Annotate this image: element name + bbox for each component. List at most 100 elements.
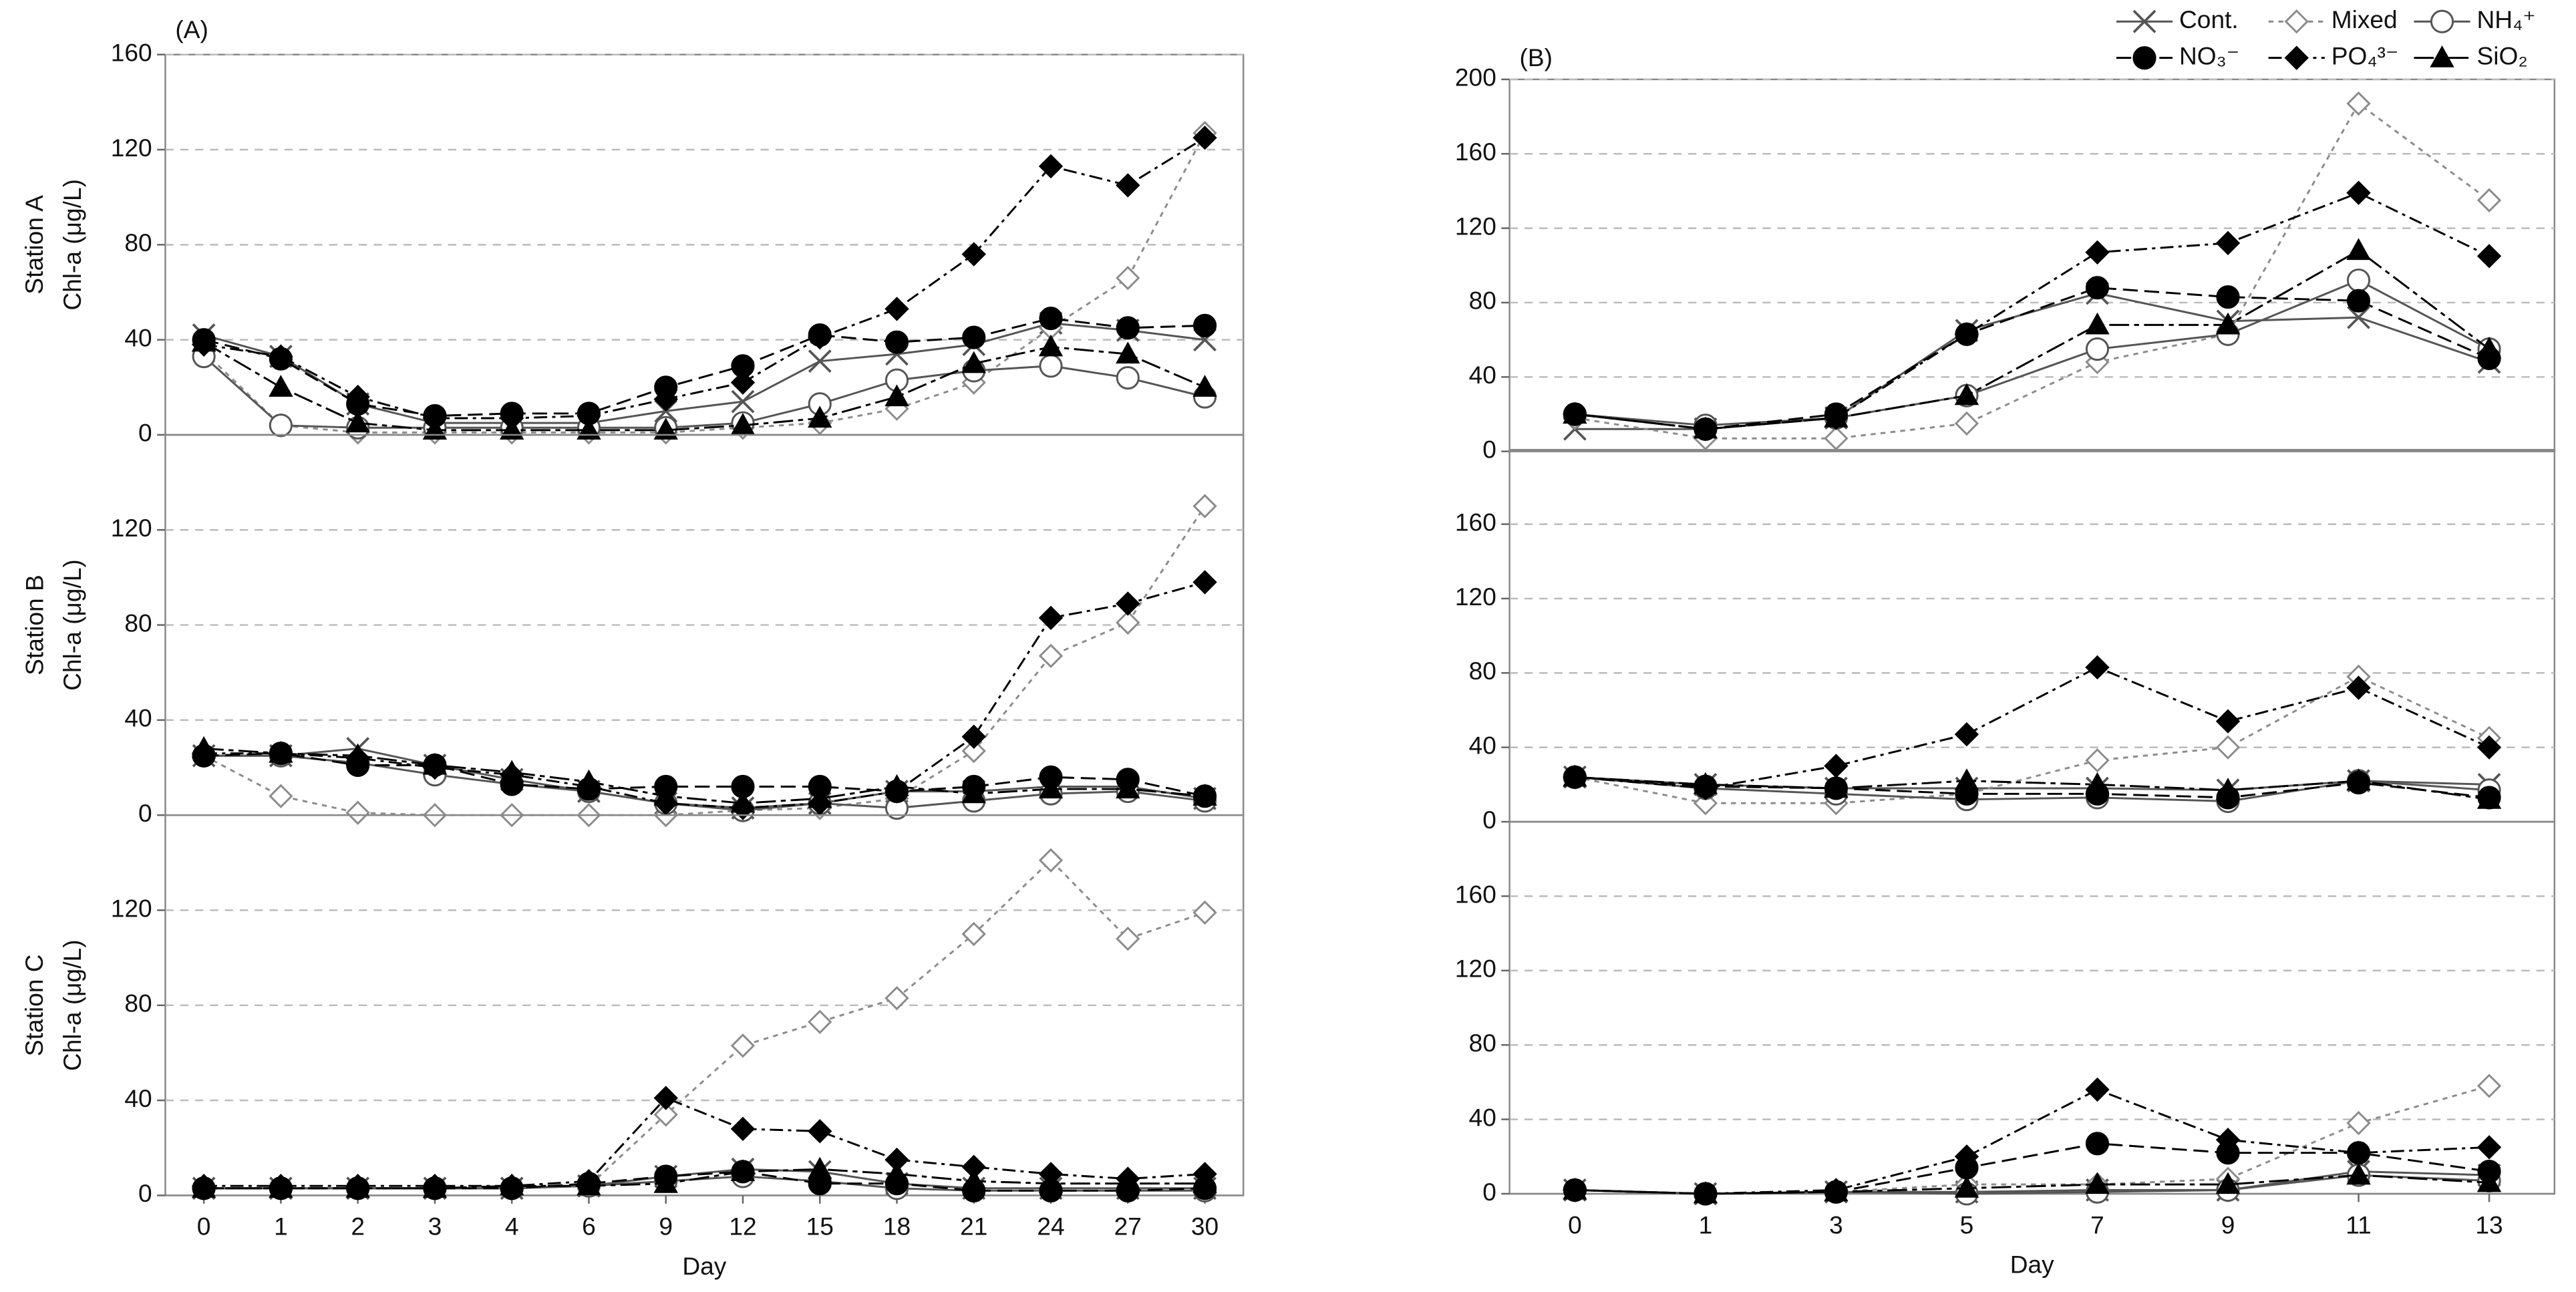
x-tick-label: 9 xyxy=(659,1213,673,1241)
y-tick-label: 160 xyxy=(111,39,152,67)
marker xyxy=(2284,45,2309,70)
marker xyxy=(808,406,832,428)
marker xyxy=(1954,411,1979,436)
marker xyxy=(1116,173,1140,198)
marker xyxy=(1824,1179,1848,1202)
marker xyxy=(2476,188,2502,212)
marker xyxy=(961,242,986,267)
marker xyxy=(2085,337,2110,361)
series-line xyxy=(203,132,1206,434)
marker xyxy=(1039,307,1063,331)
marker xyxy=(1116,1171,1140,1193)
marker xyxy=(345,384,370,410)
marker xyxy=(191,329,216,352)
y-tick-label: 0 xyxy=(138,799,152,827)
x-tick-label: 9 xyxy=(2221,1210,2235,1239)
marker xyxy=(1192,1171,1217,1193)
marker xyxy=(499,418,524,440)
y-tick-label: 120 xyxy=(111,514,152,542)
marker xyxy=(1192,570,1217,595)
marker xyxy=(2476,787,2502,809)
marker xyxy=(2430,45,2454,67)
marker xyxy=(1192,494,1217,518)
y-tick-label: 200 xyxy=(1455,63,1496,92)
marker xyxy=(1116,365,1140,390)
marker xyxy=(2430,9,2454,33)
series-line xyxy=(203,317,1205,417)
marker xyxy=(1693,772,1718,794)
marker xyxy=(2346,238,2371,261)
x-tick-label: 18 xyxy=(883,1213,911,1241)
marker xyxy=(269,741,293,763)
legend-label: Mixed xyxy=(2331,5,2398,33)
legend-label: Cont. xyxy=(2179,5,2239,33)
marker xyxy=(808,349,832,373)
series-line xyxy=(203,505,1206,816)
marker xyxy=(2346,268,2371,293)
legend-label: NH₄⁺ xyxy=(2477,5,2536,33)
marker xyxy=(1116,265,1140,291)
marker xyxy=(2476,1170,2502,1192)
marker xyxy=(2085,312,2110,335)
marker xyxy=(269,784,293,808)
marker xyxy=(730,1116,756,1142)
marker xyxy=(1116,610,1140,635)
marker xyxy=(2085,1077,2110,1102)
marker xyxy=(269,414,293,438)
marker xyxy=(2085,748,2110,773)
marker xyxy=(1693,1181,1718,1204)
marker xyxy=(345,1176,370,1198)
marker xyxy=(1192,784,1217,806)
y-tick-label: 40 xyxy=(124,323,152,351)
marker xyxy=(577,418,601,440)
marker xyxy=(422,752,448,775)
marker xyxy=(2476,735,2502,760)
y-tick-label: 160 xyxy=(1455,880,1496,908)
x-tick-label: 6 xyxy=(582,1213,596,1241)
marker xyxy=(884,1161,909,1184)
marker xyxy=(1824,776,1848,798)
marker xyxy=(345,800,370,825)
y-axis-label: Station A xyxy=(20,195,48,295)
x-tick-label: 1 xyxy=(1699,1210,1713,1239)
series-line xyxy=(1575,675,2490,804)
x-tick-label: 3 xyxy=(428,1213,442,1241)
series-line xyxy=(203,341,1206,432)
series-line xyxy=(203,322,1205,424)
marker xyxy=(422,418,448,440)
y-tick-label: 160 xyxy=(1455,508,1496,536)
marker xyxy=(884,985,909,1011)
x-axis-label: Day xyxy=(682,1252,726,1280)
marker xyxy=(2346,768,2371,790)
marker xyxy=(961,921,986,947)
series-line xyxy=(204,748,1205,804)
marker xyxy=(1038,776,1064,799)
marker xyxy=(2346,180,2371,205)
marker xyxy=(1954,322,1979,347)
marker xyxy=(1116,776,1140,799)
marker xyxy=(730,1159,756,1181)
x-tick-label: 30 xyxy=(1191,1213,1219,1241)
x-tick-label: 1 xyxy=(274,1213,288,1241)
plot-frame xyxy=(1508,820,2556,1195)
marker xyxy=(2346,1162,2371,1185)
x-axis-label: Day xyxy=(2010,1251,2054,1279)
y-tick-label: 120 xyxy=(1455,212,1496,240)
marker xyxy=(808,1156,832,1179)
marker xyxy=(808,1009,832,1034)
series-line xyxy=(203,136,1206,420)
y-tick-label: 0 xyxy=(1482,806,1496,834)
series-line xyxy=(1575,102,2490,440)
y-tick-label: 80 xyxy=(124,228,152,257)
x-tick-label: 2 xyxy=(351,1213,365,1241)
marker xyxy=(577,1173,601,1196)
series-line xyxy=(204,1170,1205,1192)
y-tick-label: 40 xyxy=(124,704,152,732)
x-tick-label: 27 xyxy=(1114,1213,1142,1241)
y-axis-label: Station B xyxy=(20,575,48,675)
marker xyxy=(1563,401,1587,424)
x-tick-label: 5 xyxy=(1960,1210,1974,1239)
marker xyxy=(2215,230,2241,256)
marker xyxy=(1954,1175,1979,1198)
